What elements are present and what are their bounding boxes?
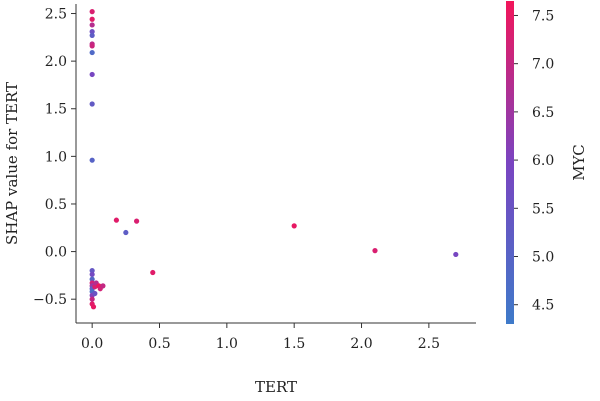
x-tick-label: 2.0	[350, 336, 372, 352]
data-point	[453, 251, 459, 258]
data-point	[89, 22, 95, 28]
y-tick-label: 1.5	[45, 102, 67, 118]
colorbar	[506, 1, 514, 324]
data-point	[89, 101, 95, 107]
x-tick-label: 1.0	[216, 336, 238, 352]
data-point	[89, 43, 95, 49]
data-point	[89, 9, 95, 15]
data-point	[89, 296, 95, 302]
colorbar-tick-label: 5.0	[532, 250, 554, 266]
y-tick-label: 0.5	[45, 197, 67, 213]
y-tick-label: 2.0	[45, 54, 67, 70]
data-point	[89, 71, 95, 78]
data-point	[291, 223, 297, 229]
y-tick-label: −0.5	[33, 292, 67, 308]
y-tick-label: 0.0	[45, 245, 67, 261]
data-point	[89, 49, 95, 56]
data-point	[89, 16, 95, 22]
x-tick-label: 2.5	[418, 336, 440, 352]
colorbar-tick-label: 4.5	[532, 298, 554, 314]
y-axis-label: SHAP value for TERT	[3, 82, 21, 245]
x-tick-label: 0.0	[81, 336, 103, 352]
colorbar-tick-label: 5.5	[532, 201, 554, 217]
data-point	[92, 290, 98, 297]
y-tick-label: 1.0	[45, 149, 67, 165]
data-point	[89, 276, 95, 282]
colorbar-label: MYC	[570, 144, 588, 180]
data-point	[89, 29, 95, 35]
data-point	[100, 283, 106, 289]
data-point	[372, 248, 378, 254]
x-axis-label: TERT	[255, 378, 297, 396]
data-point	[90, 304, 97, 310]
colorbar-tick-label: 7.0	[532, 57, 554, 73]
colorbar-tick-label: 7.5	[532, 8, 554, 24]
data-point	[113, 217, 120, 223]
data-point	[123, 229, 129, 236]
x-tick-label: 1.5	[283, 336, 305, 352]
data-point	[89, 32, 95, 39]
data-point	[89, 268, 95, 274]
data-point	[89, 271, 95, 278]
x-tick-label: 0.5	[148, 336, 170, 352]
data-point	[150, 269, 156, 276]
colorbar-tick-label: 6.5	[532, 105, 554, 121]
data-point	[134, 218, 140, 224]
y-tick-label: 2.5	[45, 7, 67, 23]
colorbar-tick-label: 6.0	[532, 153, 554, 169]
data-point	[89, 157, 95, 163]
